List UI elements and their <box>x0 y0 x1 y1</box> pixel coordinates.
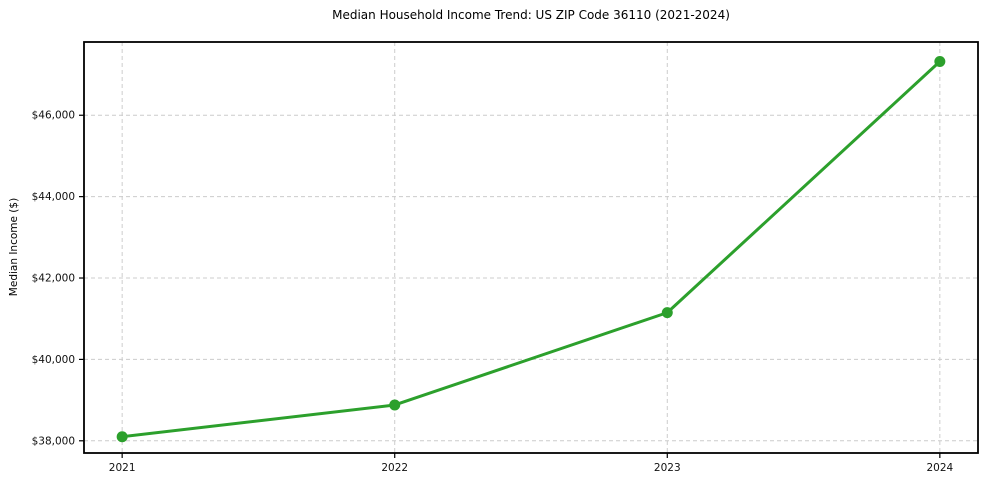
trend-line <box>120 60 942 439</box>
x-tick-label: 2024 <box>926 462 953 474</box>
data-point <box>934 56 946 68</box>
y-tick-label: $44,000 <box>32 191 75 203</box>
plot-border <box>83 41 979 454</box>
y-tick-label: $40,000 <box>32 354 75 366</box>
x-tick-label: 2022 <box>381 462 408 474</box>
y-axis-label: Median Income ($) <box>8 197 20 297</box>
x-tick-label: 2023 <box>654 462 681 474</box>
y-tick-label: $46,000 <box>32 110 75 122</box>
data-point <box>116 431 128 443</box>
chart-title: Median Household Income Trend: US ZIP Co… <box>332 8 730 22</box>
data-point <box>389 399 401 411</box>
x-tick-label: 2021 <box>109 462 136 474</box>
y-tick-label: $42,000 <box>32 273 75 285</box>
y-tick-label: $38,000 <box>32 435 75 447</box>
data-point <box>661 307 673 319</box>
